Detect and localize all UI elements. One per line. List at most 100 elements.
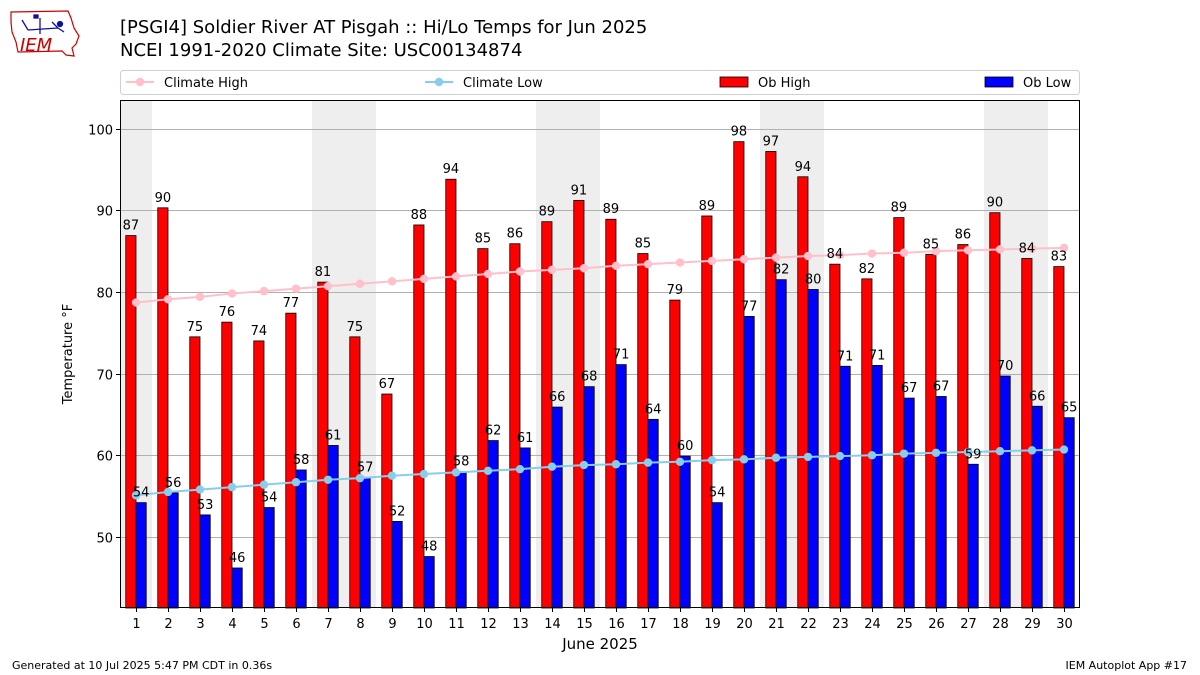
ob-high-label-20: 98 [731, 125, 748, 140]
chart-subtitle: NCEI 1991-2020 Climate Site: USC00134874 [120, 40, 523, 61]
ob-high-bar-30 [1053, 266, 1065, 609]
grid-lines [120, 129, 1080, 538]
climate-high-point-12 [483, 269, 493, 279]
climate-low-legend-label: Climate Low [463, 76, 543, 91]
ob-low-bar-1 [135, 502, 147, 609]
climate-high-point-23 [835, 250, 845, 260]
generated-timestamp: Generated at 10 Jul 2025 5:47 PM CDT in … [12, 659, 273, 672]
y-tick-label-60: 60 [96, 450, 113, 465]
climate-high-point-26 [931, 246, 941, 256]
climate-high-point-5 [259, 286, 269, 296]
ob-low-bar-9 [391, 521, 403, 609]
ob-low-label-26: 67 [933, 379, 950, 394]
x-tick-label-21: 21 [768, 617, 785, 632]
ob-high-bar-28 [989, 212, 1001, 609]
ob-low-bar-15 [583, 386, 595, 609]
climate-high-line [135, 246, 1065, 304]
x-tick-label-17: 17 [640, 617, 657, 632]
climate-low-point-28 [995, 446, 1005, 456]
ob-high-label-9: 67 [379, 377, 396, 392]
x-tick-label-18: 18 [672, 617, 689, 632]
x-tick-label-28: 28 [992, 617, 1009, 632]
climate-low-point-7 [323, 475, 333, 484]
climate-low-point-14 [547, 462, 557, 471]
ob-high-bar-29 [1021, 258, 1033, 609]
x-tick-label-10: 10 [416, 617, 433, 632]
climate-high-point-18 [675, 258, 685, 267]
ob-high-label-12: 85 [475, 232, 492, 247]
ob-high-label-23: 84 [827, 247, 844, 262]
x-tick-label-8: 8 [356, 617, 364, 632]
x-tick-label-11: 11 [448, 617, 465, 632]
ob-high-bar-24 [861, 278, 873, 609]
climate-high-point-25 [899, 248, 909, 257]
climate-high-point-4 [227, 289, 237, 298]
x-tick-label-19: 19 [704, 617, 721, 632]
ob-high-label-24: 82 [859, 262, 876, 277]
ob-high-bar-27 [957, 244, 969, 609]
ob-high-bar-21 [765, 151, 777, 609]
ob-high-bar-7 [317, 281, 329, 609]
x-tick-label-5: 5 [260, 617, 268, 632]
ob-high-label-11: 94 [443, 162, 460, 177]
ob-high-legend-swatch [719, 76, 749, 88]
x-tick-label-6: 6 [292, 617, 300, 632]
ob-low-bar-27 [967, 463, 979, 609]
ob-low-label-15: 68 [581, 370, 598, 385]
climate-low-point-12 [483, 466, 493, 475]
ob-low-bar-16 [615, 364, 627, 609]
climate-low-point-3 [195, 485, 205, 494]
ob-low-label-5: 54 [261, 491, 278, 506]
y-tick-label-100: 100 [88, 124, 113, 139]
climate-high-legend-marker [135, 77, 145, 87]
ob-high-label-17: 85 [635, 237, 652, 252]
x-tick-label-16: 16 [608, 617, 625, 632]
x-tick-label-2: 2 [164, 617, 172, 632]
climate-low-point-10 [419, 469, 429, 479]
climate-high-point-10 [419, 274, 429, 284]
bars [125, 141, 1075, 609]
y-axis-label: Temperature °F [61, 304, 76, 405]
ob-low-bar-8 [359, 476, 371, 609]
logo-text: IEM [20, 35, 53, 56]
climate-low-point-4 [227, 482, 237, 492]
x-tick-label-13: 13 [512, 617, 529, 632]
ob-low-label-20: 77 [741, 299, 758, 314]
ob-high-bar-14 [541, 221, 553, 609]
climate-high-point-24 [867, 249, 877, 258]
climate-low-point-11 [451, 468, 461, 477]
climate-low-legend-marker [434, 77, 444, 87]
ob-high-legend-label: Ob High [758, 76, 811, 91]
ob-low-bar-26 [935, 396, 947, 609]
ob-high-label-1: 87 [123, 219, 140, 234]
ob-low-label-13: 61 [517, 431, 534, 446]
climate-high-point-19 [707, 256, 717, 266]
ob-high-label-21: 97 [763, 134, 780, 149]
app-credit: IEM Autoplot App #17 [1065, 659, 1188, 672]
x-tick-label-20: 20 [736, 617, 753, 632]
x-tick-label-27: 27 [960, 617, 977, 632]
ob-low-label-9: 52 [389, 504, 406, 519]
ob-low-label-7: 61 [325, 428, 342, 443]
climate-low-point-13 [515, 464, 525, 474]
ob-high-bar-11 [445, 178, 457, 609]
ob-low-label-25: 67 [901, 381, 918, 396]
climate-low-point-15 [579, 460, 589, 470]
ob-high-bar-19 [701, 215, 713, 609]
ob-low-label-30: 65 [1061, 401, 1078, 416]
ob-high-bar-1 [125, 235, 137, 609]
ob-high-label-26: 85 [923, 237, 940, 252]
ob-low-label-4: 46 [229, 551, 246, 566]
climate-low-point-30 [1059, 445, 1069, 454]
ob-low-label-24: 71 [869, 348, 886, 363]
climate-low-point-20 [739, 455, 749, 464]
ob-high-bar-2 [157, 207, 169, 609]
ob-low-bar-24 [871, 365, 883, 609]
ob-low-label-16: 71 [613, 348, 630, 363]
ob-high-label-7: 81 [315, 265, 332, 280]
ob-low-bar-29 [1031, 405, 1043, 609]
ob-low-label-21: 82 [773, 263, 790, 278]
climate-low-point-27 [963, 447, 973, 457]
climate-high-point-8 [355, 279, 365, 288]
climate-high-point-2 [163, 295, 173, 304]
